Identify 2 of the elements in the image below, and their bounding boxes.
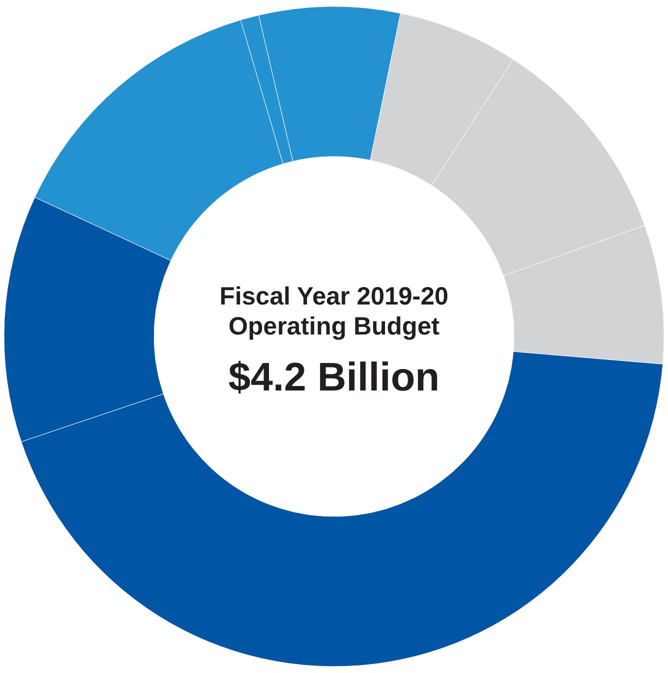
text: Fiscal Year 2019-20 Operating Budget	[220, 282, 448, 340]
text: $4.2 Billion	[228, 356, 440, 400]
